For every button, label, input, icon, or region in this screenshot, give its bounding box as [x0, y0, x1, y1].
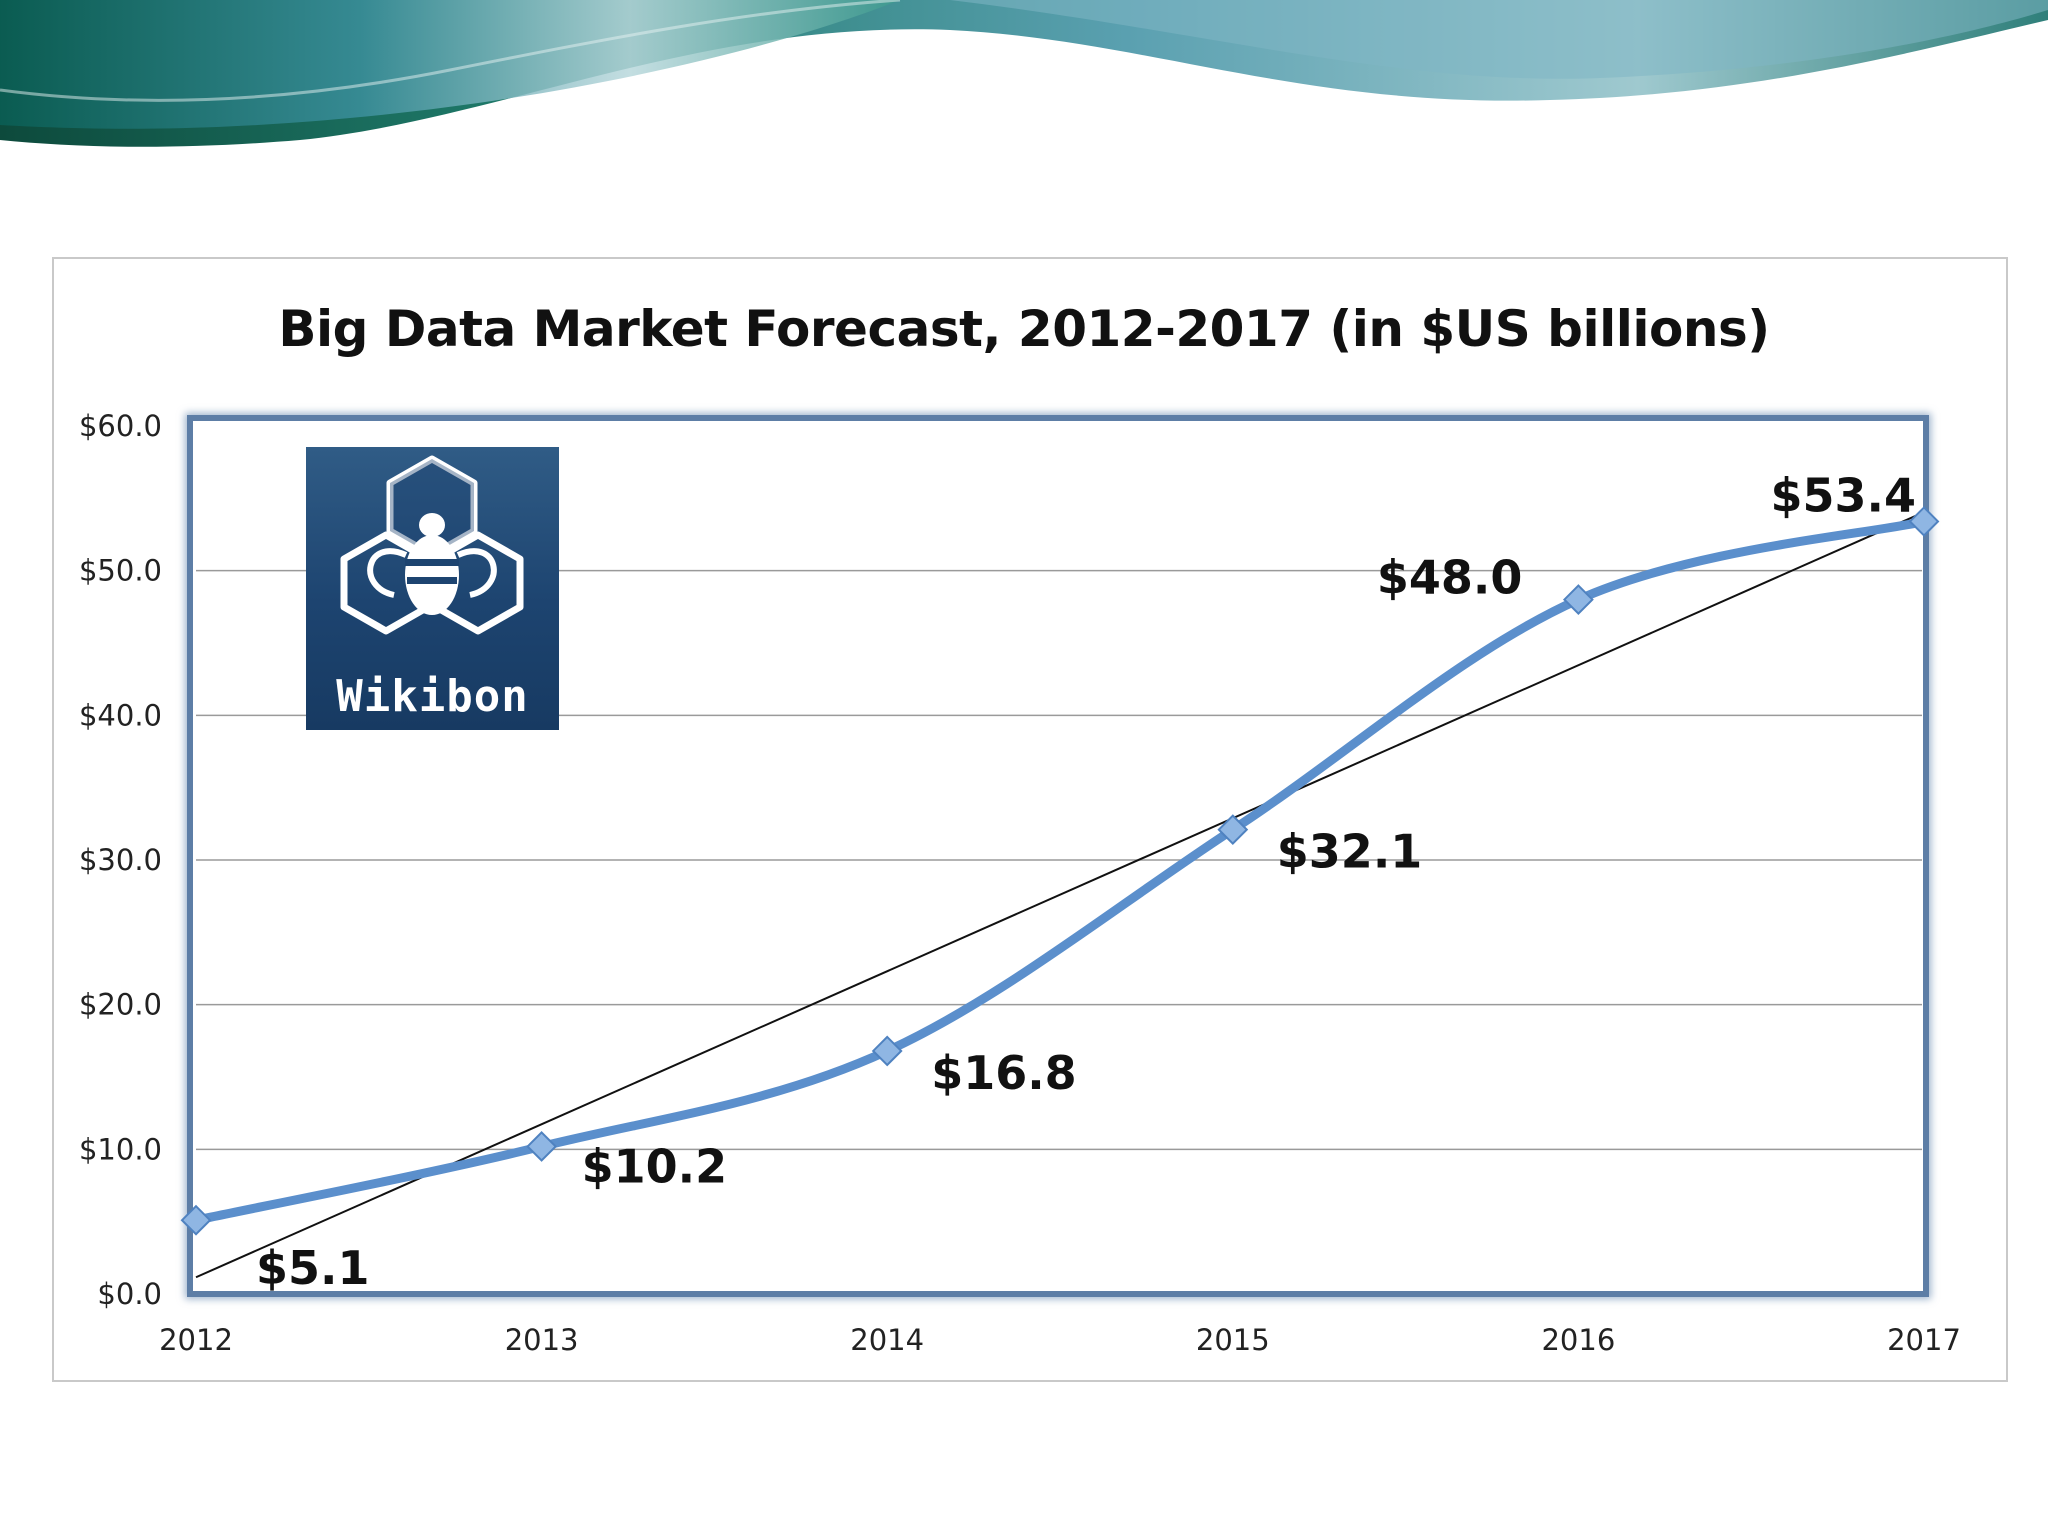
- x-tick-label: 2015: [1196, 1323, 1270, 1357]
- x-tick-label: 2013: [505, 1323, 579, 1357]
- data-label: $5.1: [256, 1241, 370, 1295]
- x-tick-label: 2014: [850, 1323, 924, 1357]
- linear-trendline: [195, 511, 1925, 1279]
- bee-hexagon-icon: [340, 455, 524, 635]
- x-axis-tick-labels: 2012 2013 2014 2015 2016 2017: [159, 1323, 1961, 1357]
- y-tick-label: $10.0: [79, 1132, 162, 1166]
- y-tick-label: $60.0: [79, 409, 162, 443]
- x-tick-label: 2016: [1541, 1323, 1615, 1357]
- wikibon-logo: Wikibon: [306, 447, 559, 730]
- x-tick-label: 2012: [159, 1323, 233, 1357]
- data-labels: $5.1 $10.2 $16.8 $32.1 $48.0 $53.4: [256, 468, 1916, 1295]
- chart-title: Big Data Market Forecast, 2012-2017 (in …: [278, 300, 1770, 358]
- y-tick-label: $0.0: [97, 1277, 162, 1311]
- data-label: $48.0: [1377, 551, 1523, 605]
- x-tick-label: 2017: [1887, 1323, 1961, 1357]
- data-point-marker: [871, 1035, 903, 1067]
- data-point-marker: [1562, 584, 1594, 616]
- logo-wordmark: Wikibon: [336, 671, 529, 722]
- data-label: $53.4: [1770, 468, 1916, 522]
- y-tick-label: $40.0: [79, 698, 162, 732]
- y-tick-label: $30.0: [79, 843, 162, 877]
- y-axis-tick-labels: $0.0 $10.0 $20.0 $30.0 $40.0 $50.0 $60.0: [79, 409, 162, 1311]
- data-point-marker: [526, 1131, 558, 1162]
- series-line: [191, 516, 1929, 1225]
- data-point-marker: [1908, 506, 1940, 537]
- data-label: $16.8: [931, 1046, 1077, 1100]
- data-point-marker: [1217, 814, 1249, 846]
- header-wave-banner: [0, 0, 2048, 147]
- data-point-marker: [180, 1204, 212, 1236]
- data-label: $32.1: [1277, 825, 1423, 879]
- data-label: $10.2: [582, 1139, 728, 1193]
- y-tick-label: $50.0: [79, 554, 162, 588]
- y-tick-label: $20.0: [79, 988, 162, 1022]
- data-markers: [180, 506, 1940, 1236]
